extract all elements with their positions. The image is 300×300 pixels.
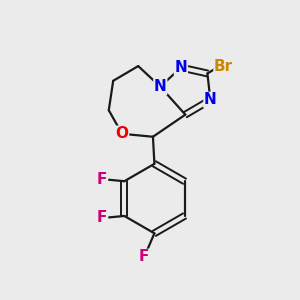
Text: N: N (154, 79, 167, 94)
Text: O: O (116, 126, 128, 141)
Text: F: F (97, 172, 107, 187)
Text: N: N (204, 92, 217, 107)
Text: Br: Br (214, 58, 233, 74)
Text: F: F (139, 249, 149, 264)
Text: N: N (175, 60, 187, 75)
Text: F: F (97, 210, 107, 225)
